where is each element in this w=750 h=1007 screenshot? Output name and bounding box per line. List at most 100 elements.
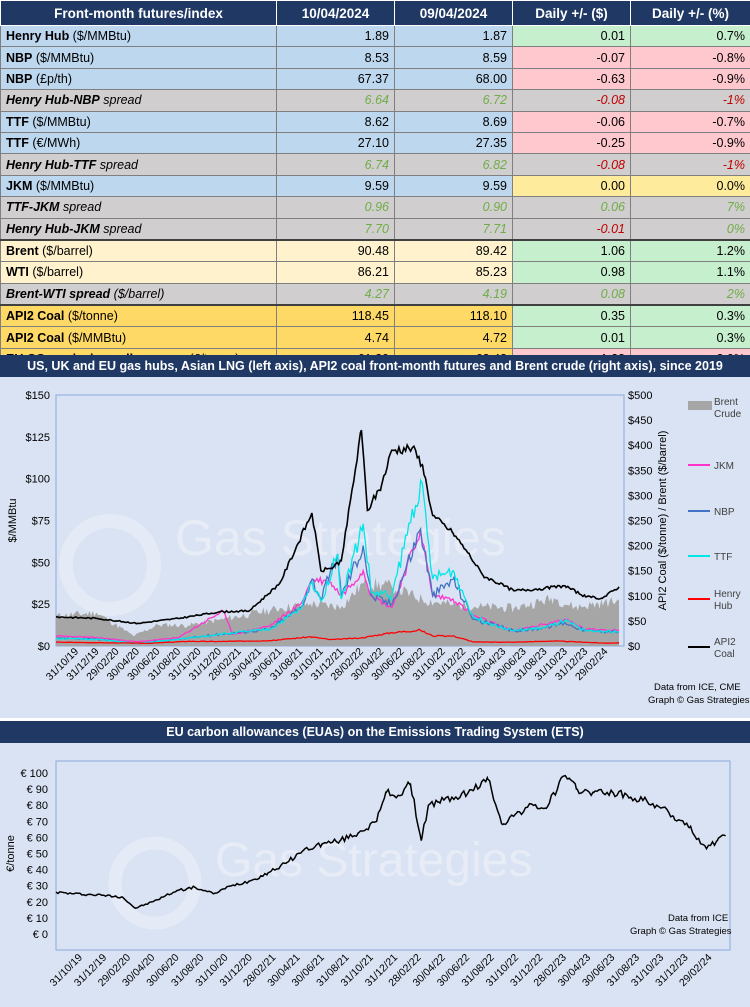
header-date-1: 10/04/2024 (276, 0, 395, 26)
daily-change-abs: -0.08 (512, 89, 631, 112)
instrument-cell: TTF-JKM spread (0, 196, 277, 219)
instrument-name: TTF-JKM (6, 200, 60, 215)
y2-tick-label: $250 (628, 516, 652, 528)
instrument-cell: JKM ($/MMBtu) (0, 174, 277, 198)
y2-tick-label: $0 (628, 641, 640, 653)
daily-change-pct: 1.2% (630, 238, 750, 263)
price-current: 86.21 (276, 261, 395, 284)
chart2-title: EU carbon allowances (EUAs) on the Emiss… (0, 721, 750, 743)
price-previous: 4.19 (394, 282, 513, 306)
instrument-cell: NBP (£p/th) (0, 67, 277, 91)
daily-change-abs: 0.08 (512, 282, 631, 306)
y-axis-label: $/MMBtu (7, 498, 19, 542)
y2-tick-label: $50 (628, 616, 646, 628)
instrument-unit: spread (59, 200, 102, 215)
daily-change-abs: -0.25 (512, 131, 631, 155)
daily-change-abs: 0.01 (512, 24, 631, 48)
series-line-eua (55, 774, 726, 910)
y2-tick-label: $450 (628, 415, 652, 427)
y2-tick-label: $200 (628, 541, 652, 553)
instrument-unit: spread (99, 93, 142, 108)
price-previous: 1.87 (394, 24, 513, 48)
instrument-name: API2 Coal (6, 309, 65, 324)
instrument-cell: WTI ($/barrel) (0, 261, 277, 284)
daily-change-abs: 0.06 (512, 196, 631, 219)
chart2-panel: EU carbon allowances (EUAs) on the Emiss… (0, 721, 750, 1007)
table-row: API2 Coal ($/MMBtu) 4.74 4.72 0.01 0.3% (0, 326, 750, 349)
price-current: 0.96 (276, 196, 395, 219)
legend-label: TTF (714, 552, 732, 563)
y-tick-label: € 10 (27, 913, 48, 925)
instrument-name: NBP (6, 71, 33, 86)
legend-label: JKM (714, 461, 734, 472)
price-current: 27.10 (276, 131, 395, 155)
y-tick-label: € 80 (27, 800, 48, 812)
legend-label: Hub (714, 601, 733, 612)
y-tick-label: $150 (26, 390, 50, 402)
table-row: WTI ($/barrel) 86.21 85.23 0.98 1.1% (0, 261, 750, 284)
price-current: 4.27 (276, 282, 395, 306)
chart1-panel: US, UK and EU gas hubs, Asian LNG (left … (0, 355, 750, 718)
price-current: 8.62 (276, 110, 395, 133)
daily-change-pct: -1% (630, 89, 750, 112)
price-previous: 85.23 (394, 261, 513, 284)
price-previous: 118.10 (394, 304, 513, 328)
instrument-cell: Henry Hub ($/MMBtu) (0, 24, 277, 48)
daily-change-pct: 2% (630, 282, 750, 306)
watermark-logo (59, 514, 161, 616)
daily-change-pct: 7% (630, 196, 750, 219)
legend-label: Crude (714, 409, 742, 420)
daily-change-pct: -0.9% (630, 131, 750, 155)
y-tick-label: € 50 (27, 849, 48, 861)
table-row: TTF-JKM spread 0.96 0.90 0.06 7% (0, 196, 750, 219)
daily-change-pct: -0.8% (630, 46, 750, 69)
series-area-brent (56, 577, 619, 646)
y-tick-label: € 30 (27, 881, 48, 893)
daily-change-pct: 0.3% (630, 304, 750, 328)
series-line-henry-hub (55, 628, 620, 645)
daily-change-pct: 1.1% (630, 261, 750, 284)
instrument-name: Henry Hub-NBP (6, 93, 100, 108)
y2-tick-label: $150 (628, 566, 652, 578)
daily-change-abs: -0.08 (512, 153, 631, 176)
instrument-unit: ($/tonne) (64, 309, 118, 324)
instrument-name: Henry Hub-JKM (6, 221, 100, 236)
table-row: TTF ($/MMBtu) 8.62 8.69 -0.06 -0.7% (0, 110, 750, 133)
daily-change-abs: 0.35 (512, 304, 631, 328)
instrument-name: WTI (6, 265, 29, 280)
table-row: Henry Hub-JKM spread 7.70 7.71 -0.01 0% (0, 217, 750, 241)
y-tick-label: € 70 (27, 816, 48, 828)
chart1-svg: Gas Strategies $0 $25 $50 $75 $100 $125 $150 $0 $… (7, 390, 750, 706)
price-previous: 68.00 (394, 67, 513, 91)
instrument-cell: TTF ($/MMBtu) (0, 110, 277, 133)
table-header-row: Front-month futures/index 10/04/2024 09/… (0, 0, 750, 26)
credit-note: Graph © Gas Strategies (648, 695, 750, 706)
price-current: 90.48 (276, 238, 395, 263)
y2-axis-label: API2 Coal ($/tonne) / Brent ($/barrel) (657, 431, 669, 611)
y-tick-label: $0 (38, 641, 50, 653)
header-daily-pct: Daily +/- (%) (630, 0, 750, 26)
price-previous: 9.59 (394, 174, 513, 198)
price-current: 1.89 (276, 24, 395, 48)
instrument-cell: API2 Coal ($/MMBtu) (0, 326, 277, 349)
y-tick-label: € 60 (27, 832, 48, 844)
price-current: 9.59 (276, 174, 395, 198)
instrument-name: TTF (6, 114, 29, 129)
y-tick-label: € 100 (20, 768, 48, 780)
watermark: Gas Strategies (215, 834, 532, 887)
price-previous: 6.82 (394, 153, 513, 176)
daily-change-abs: 0.01 (512, 326, 631, 349)
instrument-name: NBP (6, 50, 33, 65)
credit-note: Graph © Gas Strategies (630, 926, 732, 937)
instrument-name: JKM (6, 178, 33, 193)
instrument-cell: NBP ($/MMBtu) (0, 46, 277, 69)
instrument-unit: (€/MWh) (28, 136, 81, 151)
daily-change-pct: 0.7% (630, 24, 750, 48)
daily-change-abs: 1.06 (512, 238, 631, 263)
source-note: Data from ICE (668, 913, 728, 924)
instrument-unit: ($/MMBtu) (32, 178, 95, 193)
instrument-cell: Henry Hub-JKM spread (0, 217, 277, 241)
header-daily-abs: Daily +/- ($) (512, 0, 631, 26)
instrument-name: Brent (6, 244, 39, 259)
